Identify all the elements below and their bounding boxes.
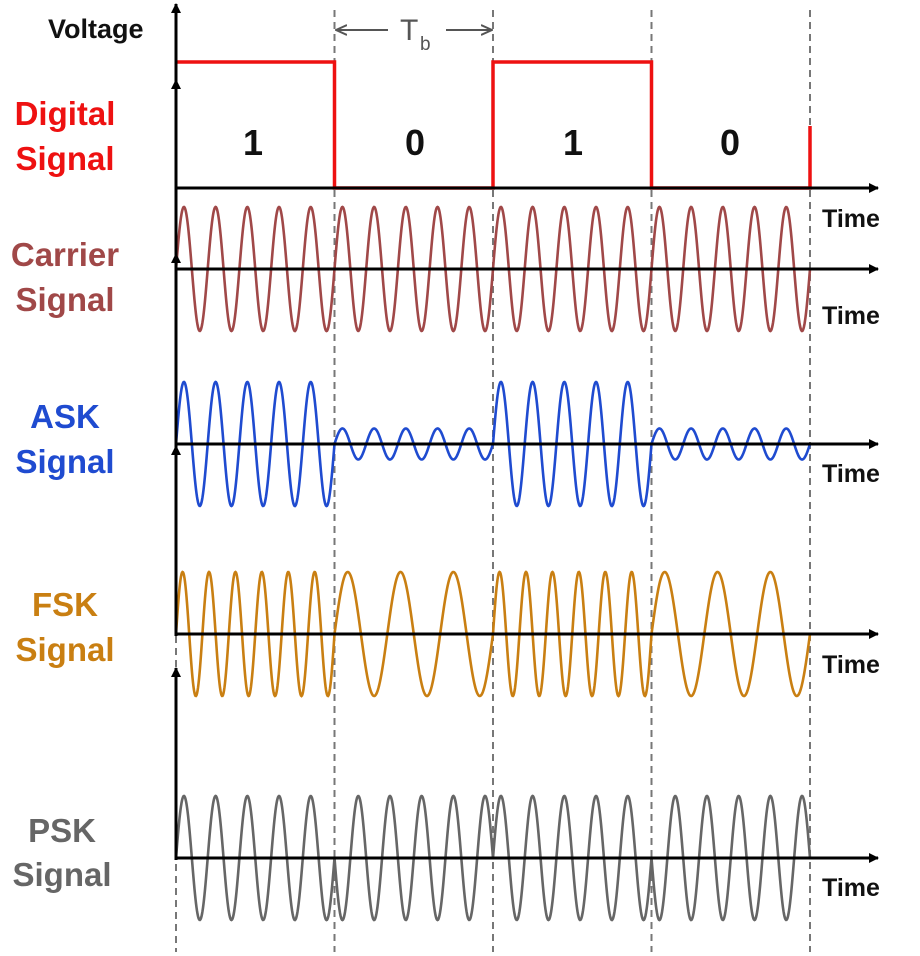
row-label-carrier: Carrier Signal (11, 236, 119, 318)
time-label-psk: Time (822, 874, 880, 902)
bit-period-marker: T b (336, 14, 492, 55)
row-label-fsk: FSK Signal (15, 586, 114, 668)
row-label-fsk-line1: FSK (32, 586, 98, 623)
time-label-ask: Time (822, 460, 880, 488)
row-label-digital: Digital Signal (15, 95, 116, 177)
row-label-carrier-line2: Signal (15, 281, 114, 318)
row-label-digital-line2: Signal (15, 140, 114, 177)
row-label-fsk-line2: Signal (15, 631, 114, 668)
row-label-psk: PSK Signal (12, 812, 111, 893)
bit-period-label: T (400, 14, 418, 47)
time-label-digital: Time (822, 205, 880, 233)
bit-value-4: 0 (720, 122, 740, 163)
bit-value-3: 1 (563, 122, 583, 163)
row-label-psk-line2: Signal (12, 856, 111, 893)
row-label-ask-line2: Signal (15, 443, 114, 480)
bit-value-2: 0 (405, 122, 425, 163)
time-label-fsk: Time (822, 651, 880, 679)
row-label-digital-line1: Digital (15, 95, 116, 132)
bit-period-subscript: b (420, 34, 431, 55)
axes (171, 3, 879, 863)
time-label-carrier: Time (822, 302, 880, 330)
row-label-carrier-line1: Carrier (11, 236, 119, 273)
row-label-ask: ASK Signal (15, 398, 114, 480)
row-label-ask-line1: ASK (30, 398, 100, 435)
bit-value-1: 1 (243, 122, 263, 163)
row-label-psk-line1: PSK (28, 812, 96, 849)
digital-signal-waveform (176, 60, 812, 190)
voltage-label: Voltage (48, 14, 144, 44)
